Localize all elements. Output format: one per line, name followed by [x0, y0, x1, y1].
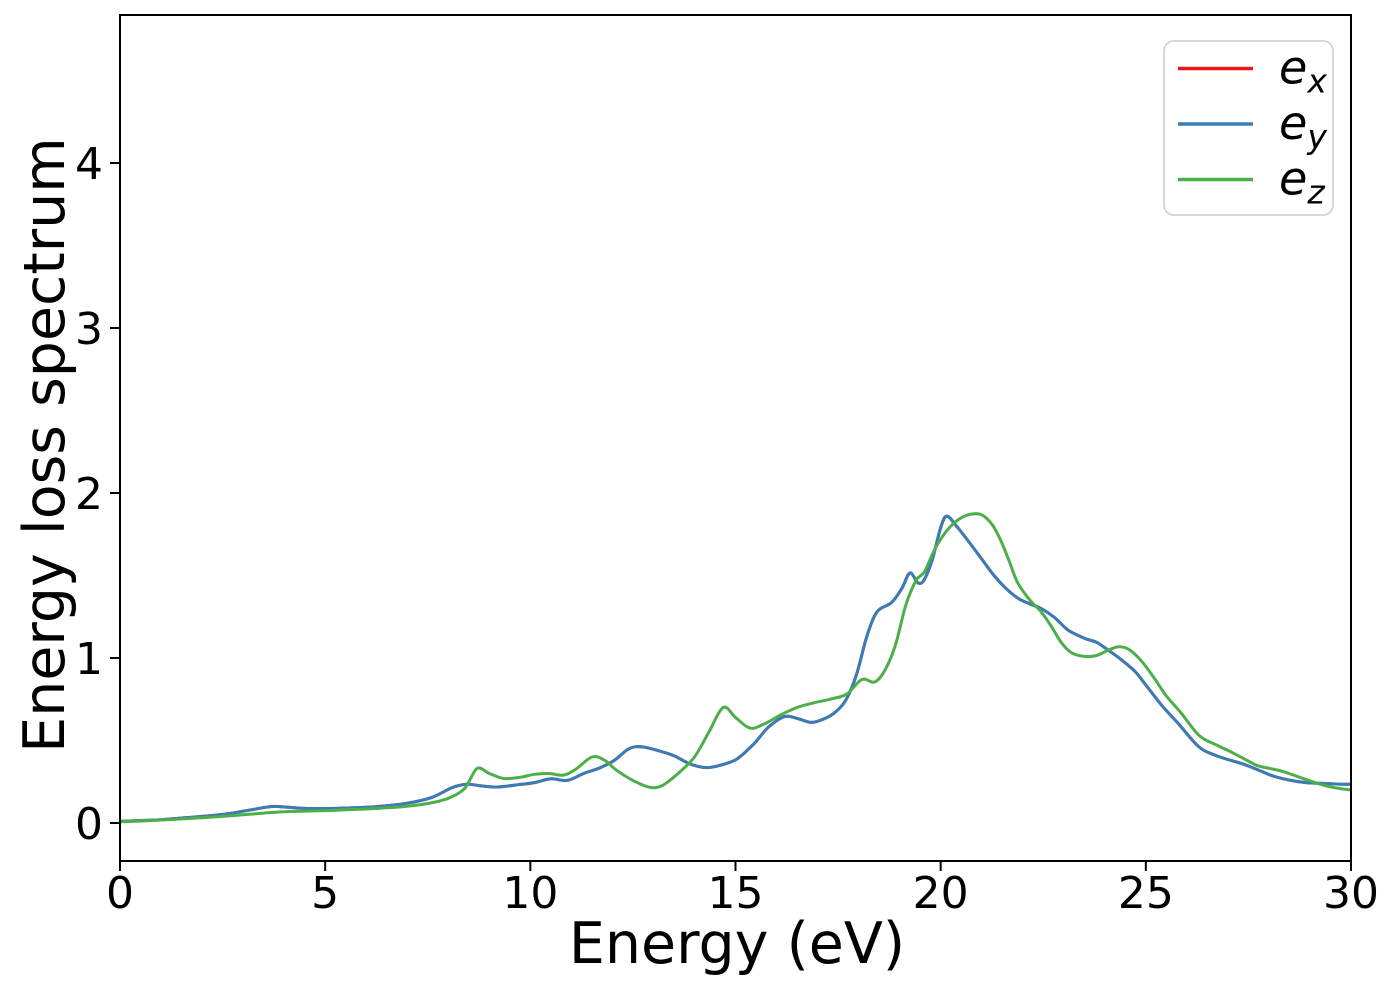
x-tick-label: 10 — [502, 868, 558, 919]
legend-label-e_x: ex — [1279, 41, 1327, 101]
legend-label-e_y: ey — [1279, 96, 1327, 156]
legend-box — [1163, 40, 1334, 216]
x-axis: 0 5 10 15 20 25 30 — [106, 861, 1379, 919]
y-axis-label: Energy loss spectrum — [12, 137, 78, 753]
curve-e_z — [120, 512, 1351, 824]
x-tick-label: 25 — [1118, 868, 1174, 919]
legend-label-e_z: ez — [1279, 152, 1325, 212]
x-axis-label: Energy (eV) — [569, 911, 905, 977]
y-tick-label: 0 — [75, 799, 103, 850]
x-tick-label: 15 — [708, 868, 764, 919]
x-tick-label: 30 — [1323, 868, 1379, 919]
y-tick-label: 4 — [75, 139, 103, 190]
x-tick-label: 20 — [913, 868, 969, 919]
curve-e_x — [120, 514, 1351, 823]
curve-e_y — [120, 514, 1351, 823]
x-tick-label: 5 — [311, 868, 339, 919]
y-tick-label: 1 — [75, 634, 103, 685]
plot-border — [119, 14, 1352, 862]
x-tick-label: 0 — [106, 868, 134, 919]
y-tick-label: 2 — [75, 469, 103, 520]
series-lines — [120, 512, 1351, 824]
y-axis: 0 1 2 3 4 — [75, 139, 120, 850]
y-tick-label: 3 — [75, 304, 103, 355]
